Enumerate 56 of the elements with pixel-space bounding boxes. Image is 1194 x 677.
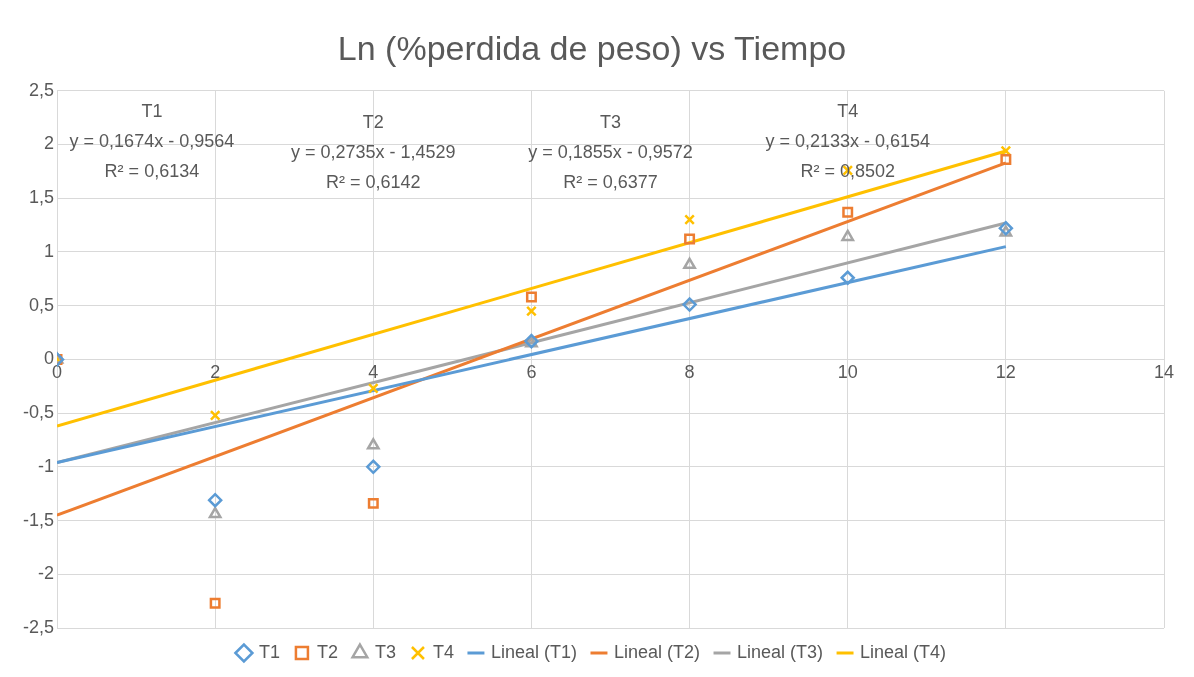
point: [842, 206, 854, 218]
legend-label: T4: [432, 641, 454, 662]
legend-label: Lineal (T1): [490, 641, 577, 662]
point: [366, 459, 381, 475]
annotation: R² = 0,6134: [104, 161, 200, 182]
annotation: T3: [600, 112, 622, 132]
y-tick-label: 2: [44, 133, 55, 154]
point: [209, 597, 221, 609]
annotation: R² = 0,8502: [800, 161, 895, 182]
annotation: y = 0,2133x - 0,6154: [765, 131, 931, 152]
annotation: y = 0,2735x - 1,4529: [290, 142, 456, 162]
point: [682, 297, 697, 312]
point: [525, 305, 537, 317]
annotation: T2: [362, 112, 384, 132]
legend-label: Lineal (T4): [860, 641, 947, 662]
point: [1000, 154, 1012, 166]
legend-label: T3: [374, 641, 396, 662]
annotation: T1: [141, 101, 163, 122]
legend-label: T1: [258, 641, 280, 662]
x-tick-label: 10: [837, 362, 858, 383]
point: [209, 409, 221, 421]
legend-label: Lineal (T2): [613, 641, 701, 662]
legend-label: Lineal (T3): [737, 641, 824, 662]
y-tick-label: -1,5: [22, 509, 55, 530]
x-tick-label: 4: [368, 362, 379, 383]
y-tick-label: 0,5: [28, 294, 55, 315]
point: [367, 382, 379, 394]
x-tick-label: 2: [210, 362, 221, 383]
y-tick-label: 1: [44, 240, 55, 261]
x-tick-label: 8: [684, 362, 695, 383]
point: [684, 214, 696, 226]
annotation: R² = 0,6142: [326, 172, 421, 192]
annotation: y = 0,1855x - 0,9572: [528, 142, 693, 162]
point: [684, 233, 696, 245]
annotation: T4: [837, 101, 859, 122]
point: [208, 506, 222, 519]
point: [367, 497, 379, 509]
point: [525, 291, 537, 303]
point: [207, 492, 223, 508]
annotation: R² = 0,6377: [563, 172, 658, 192]
y-tick-label: -1: [38, 455, 55, 476]
y-tick-label: 1,5: [28, 187, 55, 208]
x-tick-label: 6: [526, 362, 537, 383]
y-tick-label: -2,5: [22, 616, 55, 637]
point: [366, 438, 380, 450]
legend-label: T2: [316, 641, 338, 662]
point: [840, 270, 855, 285]
annotation: y = 0,1674x - 0,9564: [69, 131, 235, 152]
point: [683, 257, 697, 270]
y-tick-label: -2: [38, 563, 55, 584]
x-tick-label: 14: [1153, 362, 1175, 383]
x-tick-label: 12: [995, 362, 1016, 383]
y-tick-label: 2,5: [28, 79, 55, 100]
point: [841, 229, 855, 242]
chart-title: Ln (%perdida de peso) vs Tiempo: [337, 28, 847, 67]
y-tick-label: -0,5: [22, 402, 55, 423]
